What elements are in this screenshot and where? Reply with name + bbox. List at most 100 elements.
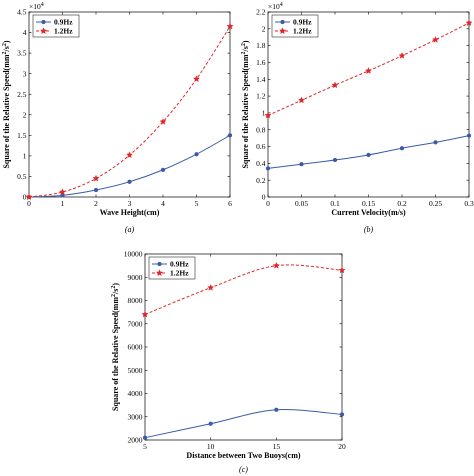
data-point-1.2Hz [364, 67, 373, 74]
y-axis-label: Square of the Relative Speed(mm2/s2) [2, 40, 11, 168]
x-axis-label: Wave Height(cm) [100, 208, 160, 217]
x-tick-label: 6 [228, 199, 232, 208]
data-point-1.2Hz [58, 188, 67, 196]
y-tick-label: 0.2 [256, 176, 266, 185]
y-multiplier-base: ×10 [268, 2, 280, 11]
series-line-1.2Hz [144, 264, 343, 315]
x-tick-label: 5 [195, 199, 199, 208]
data-point-0.9Hz [433, 140, 438, 145]
data-point-1.2Hz [465, 19, 473, 26]
x-tick-label: 0.1 [330, 199, 340, 208]
y-axis-label-part: ) [111, 283, 120, 286]
y-tick-label: 7000 [128, 319, 143, 328]
legend-marker-1.2Hz [39, 27, 48, 35]
y-axis-label-part: /s [111, 289, 120, 295]
data-point-0.9Hz [227, 133, 233, 138]
y-tick-label: 1.4 [256, 75, 266, 84]
chart-panel-2: 0 0.05 0.1 0.15 0.2 0.25 0.3 0 0.2 0.4 0.6 0.8 1 1.2 1… [241, 2, 474, 234]
y-tick-label: 6000 [128, 343, 143, 352]
data-point-0.9Hz [399, 146, 405, 151]
x-tick-label: 20 [338, 442, 346, 451]
chart-panel-1: 0 1 2 3 4 5 600.511.522.533.544.5×1040.9Hz1.2H… [2, 2, 234, 234]
data-point-0.9Hz [142, 435, 148, 440]
y-multiplier: ×104 [29, 2, 44, 11]
data-point-1.2Hz [25, 193, 33, 201]
data-point-0.9Hz [332, 157, 338, 163]
data-point-1.2Hz [125, 151, 134, 159]
data-point-0.9Hz [265, 166, 271, 171]
x-tick-label: 15 [273, 442, 281, 451]
y-multiplier-base: ×10 [29, 2, 41, 11]
data-point-1.2Hz [264, 111, 272, 119]
y-axis-label-part: Square of the Relative Speed(mm [2, 54, 11, 168]
plot-area [144, 253, 343, 441]
y-axis-label-part: 2 [2, 43, 8, 46]
y-multiplier-exponent: 4 [41, 2, 44, 8]
data-point-0.9Hz [127, 179, 132, 184]
y-axis-label-part: 2 [111, 286, 117, 289]
y-tick-label: 8000 [128, 296, 143, 305]
data-point-0.9Hz [274, 407, 279, 412]
data-point-1.2Hz [92, 174, 100, 182]
y-tick-label: 2 [23, 110, 27, 119]
y-axis-label-part: /s [2, 46, 11, 52]
y-tick-label: 2.5 [17, 90, 27, 99]
y-multiplier: ×104 [268, 2, 283, 11]
data-point-0.9Hz [299, 162, 304, 167]
data-point-1.2Hz [297, 96, 306, 104]
x-axis-label: Current Velocity(m/s) [331, 208, 406, 217]
data-point-1.2Hz [272, 261, 280, 269]
y-tick-label: 2 [262, 24, 266, 33]
y-axis-label-part: 2 [241, 51, 247, 54]
y-multiplier-exponent: 4 [280, 2, 283, 8]
y-tick-label: 10000 [124, 250, 143, 259]
y-tick-label: 3 [23, 69, 27, 78]
y-axis-label-part: /s [241, 46, 250, 52]
data-point-0.9Hz [366, 152, 371, 158]
data-point-0.9Hz [339, 412, 345, 417]
y-axis-label-part: Square of the Relative Speed(mm [241, 54, 250, 168]
x-tick-label: 2 [94, 199, 98, 208]
panel-caption: (c) [239, 465, 248, 474]
y-tick-label: 1.8 [256, 41, 266, 50]
y-tick-label: 4 [23, 28, 27, 37]
y-tick-label: 1 [23, 151, 27, 160]
plot-area [267, 11, 470, 198]
x-tick-label: 1 [61, 199, 65, 208]
y-tick-label: 0.6 [256, 142, 266, 151]
y-tick-label: 4.5 [17, 8, 27, 17]
series-line-1.2Hz [28, 26, 231, 198]
y-tick-label: 0 [262, 193, 266, 202]
x-axis-label: Distance between Two Buoys(cm) [186, 451, 300, 460]
x-tick-label: 3 [128, 199, 132, 208]
legend-label-1.2Hz: 1.2Hz [293, 27, 312, 36]
data-point-0.9Hz [208, 421, 213, 426]
legend-label-1.2Hz: 1.2Hz [170, 269, 189, 278]
legend-marker-1.2Hz [278, 27, 287, 35]
data-point-1.2Hz [431, 36, 440, 43]
x-tick-label: 0.3 [464, 199, 474, 208]
series-line-0.9Hz [267, 135, 470, 169]
plot-area [28, 11, 231, 198]
x-tick-label: 0.25 [429, 199, 442, 208]
data-point-0.9Hz [160, 167, 166, 173]
legend-label-1.2Hz: 1.2Hz [54, 27, 73, 36]
data-point-1.2Hz [398, 52, 406, 59]
legend-label-0.9Hz: 0.9Hz [54, 18, 73, 27]
legend-label-0.9Hz: 0.9Hz [293, 18, 312, 27]
data-point-0.9Hz [194, 152, 199, 157]
data-point-1.2Hz [207, 283, 215, 291]
chart-panel-3: 5 10 15 20 2000 3000 4000 5000 6000 7000 8000 9000 1… [111, 250, 346, 474]
x-tick-label: 5 [143, 442, 147, 451]
x-tick-label: 0 [266, 199, 270, 208]
y-axis-label-part: 2 [2, 51, 8, 54]
series-line-0.9Hz [28, 134, 231, 198]
legend-marker-0.9Hz [157, 261, 162, 267]
x-tick-label: 4 [161, 199, 165, 208]
panel-caption: (b) [364, 225, 374, 234]
y-axis-label: Square of the Relative Speed(mm2/s2) [111, 283, 120, 411]
